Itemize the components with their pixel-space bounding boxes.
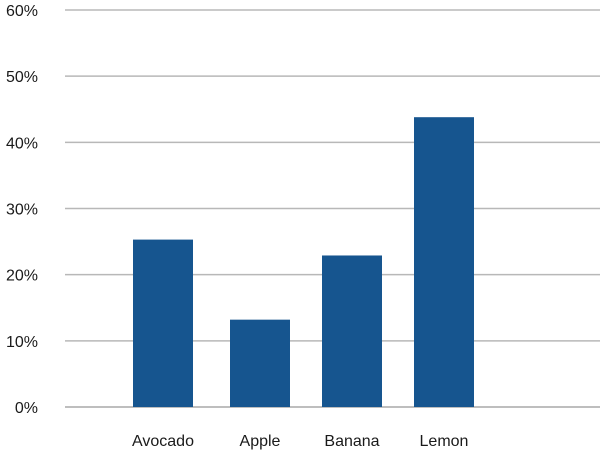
y-tick-label: 20%	[6, 268, 38, 285]
x-tick-label-apple: Apple	[240, 433, 281, 450]
x-axis-tick-labels: Avocado Apple Banana Lemon	[132, 433, 468, 450]
y-axis-tick-labels: 0% 10% 20% 30% 40% 50% 60%	[6, 3, 38, 417]
y-tick-label: 50%	[6, 69, 38, 86]
bars	[133, 117, 474, 407]
x-tick-label-lemon: Lemon	[420, 433, 469, 450]
y-tick-label: 30%	[6, 202, 38, 219]
x-tick-label-banana: Banana	[324, 433, 379, 450]
y-tick-label: 0%	[15, 400, 38, 417]
y-tick-label: 40%	[6, 135, 38, 152]
bar-banana	[322, 255, 382, 407]
bar-apple	[230, 319, 290, 407]
bar-avocado	[133, 239, 193, 407]
y-tick-label: 60%	[6, 3, 38, 20]
y-tick-label: 10%	[6, 334, 38, 351]
bar-lemon	[414, 117, 474, 407]
x-tick-label-avocado: Avocado	[132, 433, 194, 450]
